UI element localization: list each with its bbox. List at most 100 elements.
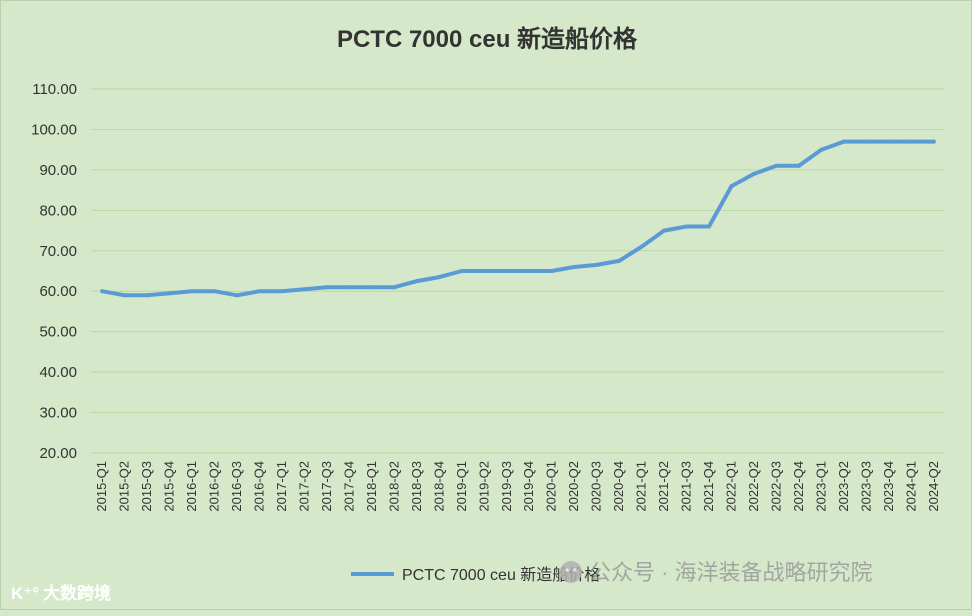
x-tick-label: 2021-Q4 [701,461,716,512]
x-tick-label: 2024-Q2 [926,461,941,512]
watermark-text: 公众号 · 海洋装备战略研究院 [589,560,873,585]
x-tick-label: 2018-Q2 [386,461,401,512]
data-point [796,163,801,168]
x-tick-label: 2017-Q4 [341,461,356,512]
y-tick-label: 100.00 [31,121,77,138]
x-tick-label: 2023-Q2 [836,461,851,512]
data-point [392,285,397,290]
x-axis-ticks: 2015-Q1 2015-Q2 2015-Q3 2015-Q4 2016-Q1 2016-… [94,461,941,512]
data-point [639,244,644,249]
data-point [504,269,509,273]
data-point [527,269,532,273]
data-point [280,289,284,294]
x-tick-label: 2019-Q2 [476,461,491,512]
x-tick-label: 2018-Q4 [431,461,446,512]
x-tick-label: 2019-Q4 [521,461,536,512]
data-point [931,139,936,144]
data-point [437,275,442,280]
x-tick-label: 2022-Q4 [791,461,806,512]
x-tick-label: 2016-Q4 [252,461,267,512]
chart-title: PCTC 7000 ceu 新造船价格 [337,25,638,53]
y-tick-label: 110.00 [32,81,77,98]
legend: PCTC 7000 ceu 新造船价格 [351,566,600,584]
bottom-logo: K⁺° 大数跨境 [11,583,111,603]
x-tick-label: 2017-Q2 [297,461,312,512]
x-tick-label: 2020-Q2 [566,461,581,512]
x-tick-label: 2016-Q2 [207,461,222,512]
data-point [886,139,891,144]
series-line [100,139,936,298]
x-tick-label: 2017-Q1 [274,461,289,512]
y-tick-label: 60.00 [39,283,77,300]
data-point [662,228,667,233]
x-tick-label: 2019-Q1 [454,461,469,512]
data-point [369,285,374,290]
x-tick-label: 2020-Q3 [589,461,604,512]
x-tick-label: 2020-Q4 [611,461,626,512]
x-tick-label: 2022-Q1 [724,461,739,512]
x-tick-label: 2024-Q1 [903,461,918,512]
data-point [100,289,105,294]
data-point [347,285,352,290]
data-point [302,287,307,292]
wechat-icon [560,561,582,583]
data-point [729,184,734,189]
y-tick-label: 20.00 [39,445,77,462]
y-tick-label: 90.00 [39,162,77,179]
logo-icon: K⁺° [11,584,39,603]
x-tick-label: 2021-Q3 [679,461,694,512]
wechat-eye-left-icon [565,568,569,572]
x-tick-label: 2021-Q1 [634,461,649,512]
data-point [122,293,127,298]
data-point [257,289,262,294]
x-tick-label: 2019-Q3 [499,461,514,512]
data-point [482,269,487,273]
gridlines [91,88,945,454]
data-point [594,262,599,267]
legend-label: PCTC 7000 ceu 新造船价格 [402,566,600,584]
data-point [235,293,240,298]
data-point [572,265,577,269]
data-point [819,147,824,152]
data-point [841,139,846,144]
data-point [145,293,150,298]
x-tick-label: 2015-Q1 [94,461,109,512]
data-point [864,139,869,144]
x-tick-label: 2015-Q2 [117,461,132,512]
y-tick-label: 50.00 [39,324,77,341]
x-tick-label: 2023-Q4 [881,461,896,512]
x-tick-label: 2018-Q1 [364,461,379,512]
wechat-watermark: 公众号 · 海洋装备战略研究院 [560,560,873,585]
x-tick-label: 2023-Q3 [858,461,873,512]
data-point [459,269,464,273]
y-tick-label: 40.00 [39,364,77,381]
data-point [909,139,914,144]
data-point [549,269,554,273]
x-tick-label: 2016-Q1 [184,461,199,512]
x-tick-label: 2015-Q4 [162,461,177,512]
data-point [774,163,779,168]
x-tick-label: 2023-Q1 [813,461,828,512]
data-point [752,171,756,176]
x-tick-label: 2017-Q3 [319,461,334,512]
data-point [684,224,689,229]
series-layer [100,139,936,298]
data-point [325,285,329,290]
x-tick-label: 2016-Q3 [229,461,244,512]
x-tick-label: 2015-Q3 [139,461,154,512]
x-tick-label: 2021-Q2 [656,461,671,512]
x-tick-label: 2022-Q2 [746,461,761,512]
y-tick-label: 80.00 [39,202,77,219]
data-point [167,291,172,296]
data-point [190,289,195,294]
y-tick-label: 30.00 [39,405,77,422]
logo-text: 大数跨境 [43,583,111,603]
x-tick-label: 2022-Q3 [768,461,783,512]
data-point [707,224,711,229]
data-point [414,279,419,284]
wechat-eye-right-icon [573,568,577,572]
x-tick-label: 2020-Q1 [544,461,559,512]
data-point [617,258,622,263]
